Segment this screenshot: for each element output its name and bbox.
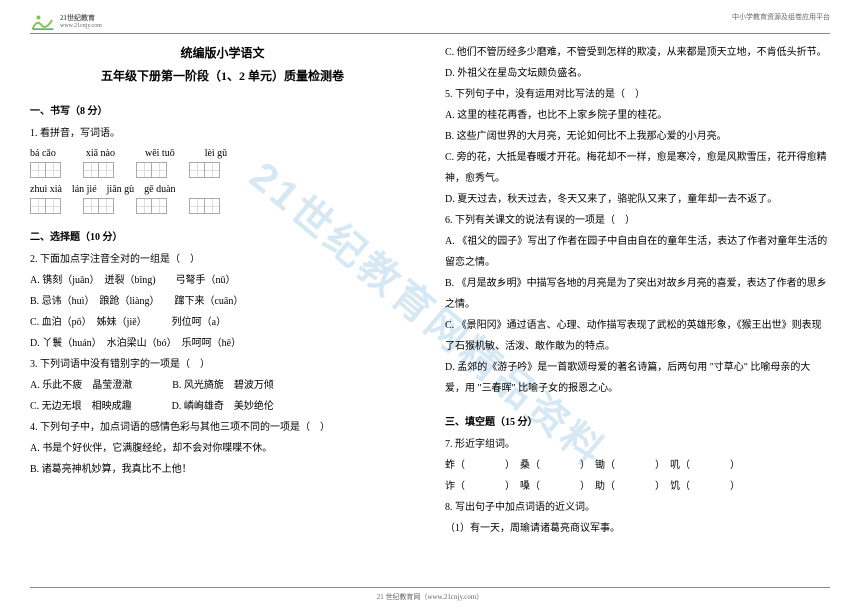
- grid-row-2: [30, 198, 415, 214]
- pinyin-row-2: zhuì xià lán jié jiān gù gē duàn: [30, 184, 415, 195]
- q7-line2: 诈（ ） 嗓（ ） 助（ ） 饥（ ）: [445, 476, 830, 497]
- q8-1: （1）有一天，周瑜请诸葛亮商议军事。: [445, 518, 830, 539]
- pinyin-row-1: bá cǎo xiā nào wēi tuō lèi gǔ: [30, 148, 415, 159]
- q5-b: B. 这些广阔世界的大月亮，无论如何比不上我那心爱的小月亮。: [445, 126, 830, 147]
- q3-a: A. 乐此不疲 晶莹澄澈: [30, 375, 132, 396]
- page-header: 21世纪教育 www.21cnjy.com 中小学教育资源及组卷应用平台: [30, 0, 830, 34]
- q4-a: A. 书是个好伙伴，它满腹经纶，却不会对你喋喋不休。: [30, 438, 415, 459]
- q1: 1. 看拼音，写词语。: [30, 123, 415, 144]
- q7: 7. 形近字组词。: [445, 434, 830, 455]
- q5: 5. 下列句子中，没有运用对比写法的是（ ）: [445, 84, 830, 105]
- section-1-head: 一、书写（8 分）: [30, 102, 415, 117]
- q6-d: D. 孟郊的《游子吟》是一首歌颂母爱的著名诗篇，后两句用 "寸草心" 比喻母亲的…: [445, 357, 830, 399]
- section-3-head: 三、填空题（15 分）: [445, 413, 830, 428]
- header-right-text: 中小学教育资源及组卷应用平台: [732, 12, 830, 22]
- q6-c: C. 《景阳冈》通过语言、心理、动作描写表现了武松的英雄形象，《猴王出世》则表现…: [445, 315, 830, 357]
- q2-d: D. 丫鬟（huán） 水泊梁山（bó） 乐呵呵（hē）: [30, 333, 415, 354]
- doc-title-1: 统编版小学语文: [30, 42, 415, 65]
- q5-a: A. 这里的桂花再香，也比不上家乡院子里的桂花。: [445, 105, 830, 126]
- grid-row-1: [30, 162, 415, 178]
- q3-b: B. 风光旖旎 碧波万倾: [172, 375, 274, 396]
- logo-icon: [30, 12, 56, 32]
- q5-d: D. 夏天过去，秋天过去，冬天又来了，骆驼队又来了，童年却一去不返了。: [445, 189, 830, 210]
- doc-title-2: 五年级下册第一阶段（1、2 单元）质量检测卷: [30, 65, 415, 88]
- q3: 3. 下列词语中没有错别字的一项是（ ）: [30, 354, 415, 375]
- q2-b: B. 忌讳（huì） 踉跄（liàng） 蹿下来（cuān）: [30, 291, 415, 312]
- page-footer: 21 世纪教育网（www.21cnjy.com）: [30, 587, 830, 608]
- q4-b: B. 诸葛亮神机妙算，我真比不上他！: [30, 459, 415, 480]
- right-column: C. 他们不管历经多少磨难，不管受到怎样的欺凌，从来都是顶天立地，不肯低头折节。…: [445, 42, 830, 581]
- q4-d: D. 外祖父在星岛文坛颇负盛名。: [445, 63, 830, 84]
- q3-c: C. 无边无垠 相映成趣: [30, 396, 132, 417]
- logo: 21世纪教育 www.21cnjy.com: [30, 12, 102, 32]
- left-column: 统编版小学语文 五年级下册第一阶段（1、2 单元）质量检测卷 一、书写（8 分）…: [30, 42, 415, 581]
- q4: 4. 下列句子中，加点词语的感情色彩与其他三项不同的一项是（ ）: [30, 417, 415, 438]
- q2-a: A. 镌刻（juān） 迸裂（bīng) 弓弩手（nǔ）: [30, 270, 415, 291]
- q6: 6. 下列有关课文的说法有误的一项是（ ）: [445, 210, 830, 231]
- q6-a: A. 《祖父的园子》写出了作者在园子中自由自在的童年生活，表达了作者对童年生活的…: [445, 231, 830, 273]
- q4-c: C. 他们不管历经多少磨难，不管受到怎样的欺凌，从来都是顶天立地，不肯低头折节。: [445, 42, 830, 63]
- q6-b: B. 《月是故乡明》中描写各地的月亮是为了突出对故乡月亮的喜爱，表达了作者的思乡…: [445, 273, 830, 315]
- main-content: 21世纪教育网精品资料 统编版小学语文 五年级下册第一阶段（1、2 单元）质量检…: [30, 42, 830, 581]
- q2: 2. 下面加点字注音全对的一组是（ ）: [30, 249, 415, 270]
- q2-c: C. 血泊（pō） 姊妹（jiě） 列位呵（a）: [30, 312, 415, 333]
- section-2-head: 二、选择题（10 分）: [30, 228, 415, 243]
- q3-d: D. 嶙峋雄奇 美妙绝伦: [172, 396, 274, 417]
- q8: 8. 写出句子中加点词语的近义词。: [445, 497, 830, 518]
- logo-text: 21世纪教育 www.21cnjy.com: [60, 15, 102, 29]
- q5-c: C. 旁的花，大抵是春暖才开花。梅花却不一样，愈是寒冷，愈是风欺雪压，花开得愈精…: [445, 147, 830, 189]
- q7-line1: 蚱（ ） 桑（ ） 锄（ ） 叽（ ）: [445, 455, 830, 476]
